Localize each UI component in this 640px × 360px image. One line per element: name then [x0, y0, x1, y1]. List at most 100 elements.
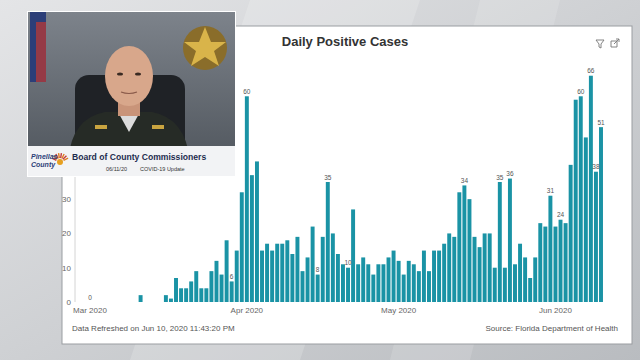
bar: [417, 271, 421, 302]
mouth: [121, 92, 137, 94]
rank-bar: [95, 125, 107, 129]
eye: [117, 72, 123, 75]
x-tick-label: Mar 2020: [73, 306, 107, 315]
bar: [189, 281, 193, 302]
bar: [533, 257, 537, 302]
bar: [371, 275, 375, 302]
bar: [255, 161, 259, 302]
bar: [295, 237, 299, 302]
bar: [164, 295, 168, 302]
expand-icon[interactable]: [611, 39, 619, 47]
bar: [275, 244, 279, 302]
y-tick-label: 20: [62, 229, 71, 238]
bar: [316, 275, 320, 302]
bar: [427, 271, 431, 302]
bar: [159, 302, 163, 303]
eye: [135, 72, 141, 75]
bar: [457, 192, 461, 302]
logo-word: Pinellas: [31, 153, 58, 160]
bar: [108, 302, 112, 303]
y-tick-label: 30: [62, 195, 71, 204]
y-tick-label: 10: [62, 264, 71, 273]
data-label: 34: [461, 177, 469, 184]
bar: [376, 264, 380, 302]
bar: [528, 278, 532, 302]
bar: [543, 227, 547, 302]
bar: [452, 237, 456, 302]
bar: [129, 302, 133, 303]
bar: [270, 251, 274, 302]
chart-card: [62, 26, 632, 344]
badge-plaque: [183, 26, 227, 70]
annotation: Source: Florida Department of Health: [485, 324, 618, 333]
x-tick-label: May 2020: [381, 306, 417, 315]
bar: [503, 268, 507, 302]
inset-caption: COVID-19 Update: [140, 166, 185, 172]
bar: [179, 288, 183, 302]
bar: [209, 271, 213, 302]
logo-word: County: [31, 161, 56, 169]
data-label: 24: [557, 211, 565, 218]
bar: [225, 240, 229, 302]
data-label: 36: [506, 170, 514, 177]
rank-bar: [152, 125, 164, 129]
bar: [285, 240, 289, 302]
bar: [346, 268, 350, 302]
bar: [478, 247, 482, 302]
bar: [235, 251, 239, 302]
bar: [412, 264, 416, 302]
bar: [341, 264, 345, 302]
bar: [442, 244, 446, 302]
inset-border: [27, 11, 236, 177]
bar: [245, 96, 249, 302]
bar: [402, 275, 406, 302]
data-label: 60: [577, 88, 585, 95]
bar: [387, 257, 391, 302]
bar: [220, 275, 224, 302]
caption-band: [28, 146, 235, 176]
page: {"chart_data": {"type": "bar", "title": …: [0, 0, 640, 360]
bar: [174, 278, 178, 302]
bar: [422, 251, 426, 302]
x-tick-label: Apr 2020: [231, 306, 264, 315]
data-label: 10: [344, 259, 352, 266]
bar: [488, 233, 492, 302]
data-label: 38: [592, 163, 600, 170]
chart-canvas: Daily Positive Cases0102030Mar 2020Apr 2…: [0, 0, 640, 360]
bar: [513, 264, 517, 302]
logo-ray: [58, 153, 60, 158]
bar: [336, 254, 340, 302]
data-label: 35: [496, 174, 504, 181]
background: [0, 0, 640, 360]
bar: [154, 302, 158, 303]
bar: [118, 302, 122, 303]
bar: [204, 288, 208, 302]
bar: [447, 233, 451, 302]
bar: [397, 261, 401, 302]
bar: [265, 244, 269, 302]
inset-background: [28, 12, 235, 176]
data-label: 0: [88, 294, 92, 301]
flag-stripe: [36, 22, 46, 82]
x-tick-label: Jun 2020: [539, 306, 572, 315]
filter-icon[interactable]: [596, 40, 604, 48]
bar: [123, 302, 127, 303]
bar: [579, 96, 583, 302]
inset-layer: PinellasCountyBoard of County Commission…: [27, 11, 236, 177]
bar: [508, 179, 512, 302]
annotation: Data Refreshed on Jun 10, 2020 11:43:20 …: [72, 324, 235, 333]
bar: [589, 76, 593, 302]
bar: [381, 264, 385, 302]
logo-ray: [64, 158, 69, 160]
bar: [326, 182, 330, 302]
data-label: 51: [597, 119, 605, 126]
bar: [493, 268, 497, 302]
bar: [366, 264, 370, 302]
bar: [260, 251, 264, 302]
bar: [301, 271, 305, 302]
bar: [290, 254, 294, 302]
head: [105, 46, 153, 106]
bar: [88, 302, 92, 303]
bar: [356, 264, 360, 302]
bar: [599, 127, 603, 302]
